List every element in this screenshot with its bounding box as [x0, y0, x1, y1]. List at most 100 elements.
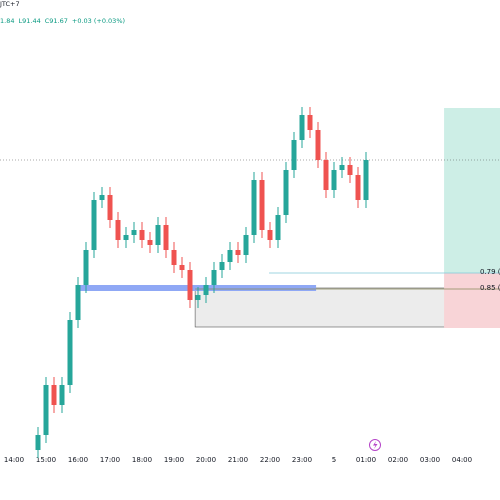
- candle: [75, 277, 81, 328]
- ohlc-value: 1.84: [0, 17, 15, 25]
- candle: [299, 107, 305, 148]
- candle-body: [179, 265, 185, 270]
- candle-body: [283, 170, 289, 215]
- candle: [195, 287, 201, 308]
- x-tick-label: 19:00: [164, 456, 184, 464]
- candle: [107, 187, 113, 228]
- candle: [139, 222, 145, 248]
- candle-body: [363, 160, 369, 200]
- candle-body: [323, 160, 329, 190]
- candle-body: [155, 225, 161, 245]
- candle: [67, 312, 73, 393]
- x-tick-label: 18:00: [132, 456, 152, 464]
- candle: [43, 377, 49, 443]
- x-tick-label: 22:00: [260, 456, 280, 464]
- candle: [83, 242, 89, 293]
- candle: [323, 152, 329, 198]
- candle-body: [99, 195, 105, 200]
- candle-body: [171, 250, 177, 265]
- x-tick-label: 23:00: [292, 456, 312, 464]
- candle-body: [35, 435, 41, 450]
- candle: [243, 227, 249, 263]
- candle-body: [51, 385, 57, 405]
- candle: [235, 242, 241, 263]
- candle: [259, 172, 265, 238]
- x-tick-label: 16:00: [68, 456, 88, 464]
- candle-body: [291, 140, 297, 170]
- candle-body: [139, 230, 145, 240]
- candle-body: [235, 250, 241, 255]
- candle-body: [211, 270, 217, 285]
- candle-body: [203, 285, 209, 295]
- x-tick-label: 5: [332, 456, 336, 464]
- candle: [251, 172, 257, 243]
- candle: [275, 207, 281, 248]
- candle: [187, 262, 193, 308]
- candle: [347, 157, 353, 183]
- candle: [115, 212, 121, 248]
- candle: [267, 222, 273, 248]
- x-tick-label: 02:00: [388, 456, 408, 464]
- candle-body: [131, 230, 137, 235]
- candle-body: [219, 262, 225, 270]
- replay-icon[interactable]: [369, 439, 381, 451]
- candle-body: [267, 230, 273, 240]
- x-tick-label: 01:00: [356, 456, 376, 464]
- candle-body: [187, 270, 193, 300]
- x-tick-label: 20:00: [196, 456, 216, 464]
- candle-body: [123, 235, 129, 240]
- candle: [219, 254, 225, 278]
- candle: [331, 162, 337, 198]
- ohlc-value: +0.03 (+0.03%): [71, 17, 126, 25]
- candle-body: [299, 115, 305, 140]
- ohlc-values: 1.84 L91.44 C91.67 +0.03 (+0.03%): [0, 17, 125, 25]
- candle: [59, 377, 65, 413]
- candle: [315, 122, 321, 168]
- candle: [355, 167, 361, 208]
- candle: [155, 217, 161, 253]
- x-tick-label: 14:00: [4, 456, 24, 464]
- x-tick-label: 17:00: [100, 456, 120, 464]
- candle: [171, 242, 177, 273]
- candle-body: [67, 320, 73, 385]
- x-tick-label: 15:00: [36, 456, 56, 464]
- candle-body: [355, 175, 361, 200]
- candle-body: [115, 220, 121, 240]
- candle-body: [147, 240, 153, 245]
- candle-body: [307, 115, 313, 130]
- candle: [203, 277, 209, 303]
- candle: [339, 157, 345, 178]
- level-label: 0.79 (: [480, 268, 500, 276]
- candle: [307, 107, 313, 138]
- candle-body: [59, 385, 65, 405]
- zone: [194, 287, 471, 328]
- candle-body: [347, 165, 353, 175]
- candle-body: [227, 250, 233, 262]
- candle: [35, 427, 41, 458]
- candle: [211, 262, 217, 293]
- candle-body: [339, 165, 345, 170]
- candle-body: [243, 235, 249, 255]
- candle: [91, 192, 97, 258]
- level-label: 0.85 (: [480, 284, 500, 292]
- candle-body: [43, 385, 49, 435]
- candle-body: [91, 200, 97, 250]
- timezone: JTC+7: [0, 0, 20, 8]
- candle: [291, 132, 297, 178]
- candle: [227, 242, 233, 270]
- candle-body: [315, 130, 321, 160]
- candle: [131, 222, 137, 243]
- candle: [147, 232, 153, 253]
- candle: [283, 162, 289, 223]
- x-tick-label: 21:00: [228, 456, 248, 464]
- candle-body: [251, 180, 257, 235]
- zone: [444, 108, 500, 273]
- zone: [444, 273, 500, 328]
- candle: [51, 377, 57, 413]
- candle: [123, 227, 129, 248]
- candle-body: [163, 225, 169, 250]
- ohlc-value: C91.67: [44, 17, 68, 25]
- candle-body: [259, 180, 265, 230]
